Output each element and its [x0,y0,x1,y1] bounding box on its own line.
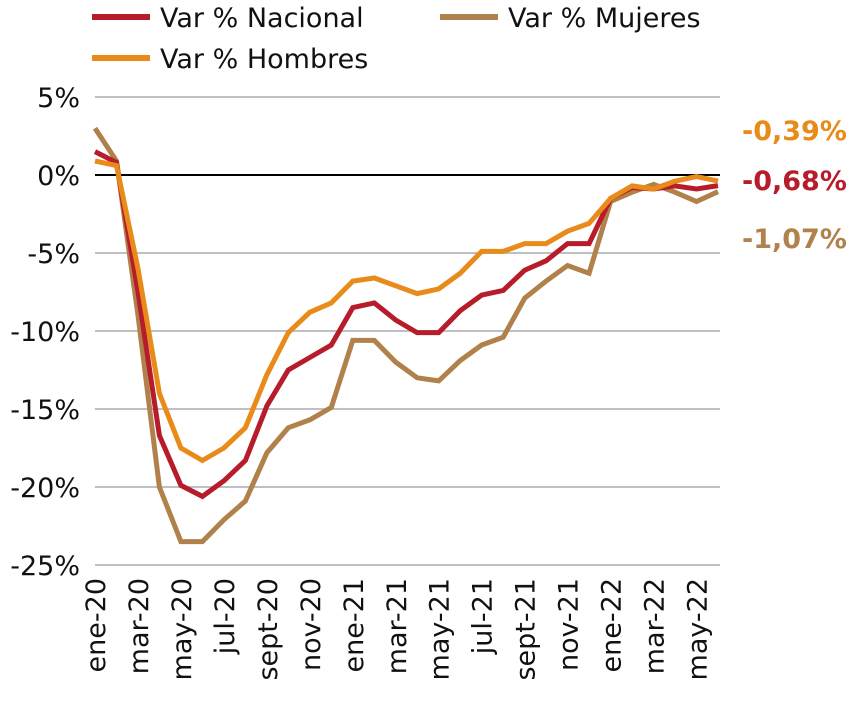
x-axis-ticks: ene-20 mar-20 may-20 jul-20 sept-20 nov-20 ene… [81,578,714,681]
x-tick-label: jul-21 [468,578,499,655]
y-tick-label: -15% [10,395,80,426]
x-tick-label: may-20 [167,578,198,680]
y-tick-label: 0% [37,161,80,192]
series-line-mujeres [92,126,720,545]
legend-item-nacional: Var % Nacional [92,3,364,34]
x-tick-label: sept-21 [511,578,542,681]
x-tick-label: ene-20 [81,578,112,672]
x-tick-label: may-21 [425,578,456,680]
end-label-mujeres: -1,07% [742,224,847,255]
x-tick-label: may-22 [683,578,714,680]
legend-item-hombres: Var % Hombres [92,44,368,75]
legend-label-mujeres: Var % Mujeres [508,3,701,34]
series-line-nacional [93,149,719,500]
y-tick-label: -10% [10,317,80,348]
y-tick-label: 5% [37,83,80,114]
y-tick-label: -5% [27,239,80,270]
end-label-nacional: -0,68% [742,166,847,197]
x-tick-label: mar-22 [640,578,671,674]
x-tick-label: jul-20 [210,578,241,655]
y-tick-label: -25% [10,551,80,582]
y-tick-label: -20% [10,473,80,504]
x-tick-label: mar-21 [382,578,413,674]
y-axis-ticks: 5% 0% -5% -10% -15% -20% -25% [10,83,80,582]
x-tick-label: nov-20 [296,578,327,671]
x-tick-label: nov-21 [554,578,585,671]
x-tick-label: sept-20 [253,578,284,681]
legend-label-hombres: Var % Hombres [160,44,368,75]
x-tick-label: ene-21 [339,578,370,672]
end-label-hombres: -0,39% [742,116,847,147]
x-tick-label: ene-22 [597,578,628,672]
gridlines [95,96,720,566]
x-tick-label: mar-20 [124,578,155,674]
legend-item-mujeres: Var % Mujeres [440,3,701,34]
series-lines [92,126,720,545]
series-line-hombres [94,158,719,464]
legend-label-nacional: Var % Nacional [160,3,364,34]
legend: Var % Nacional Var % Hombres Var % Mujer… [92,3,701,75]
